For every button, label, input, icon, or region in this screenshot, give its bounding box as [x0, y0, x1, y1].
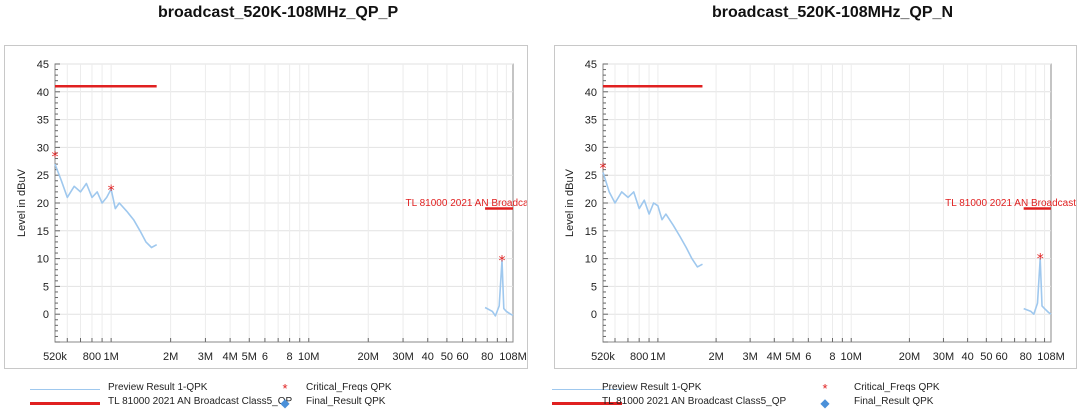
limit-annotation-0: TL 81000 2021 AN Broadcast Class5_QP: [945, 198, 1076, 209]
chart-panel-right: 0 5 10 15 20 25 30 35 40 45 520k 800 1M 2M 3M 4M 5M 6 8 10M…: [554, 45, 1077, 369]
x-tick-label-14: 60: [456, 351, 468, 363]
x-tick-label-1: 800: [630, 351, 648, 363]
legend-critical-label: Critical_Freqs QPK: [306, 382, 392, 393]
x-tick-label-16: 108M: [499, 351, 527, 363]
x-tick-label-13: 50: [441, 351, 453, 363]
chart-title-left: broadcast_520K-108MHz_QP_P: [158, 4, 399, 21]
x-tick-label-5: 4M: [767, 351, 782, 363]
critical-freq-marker-0: *: [600, 161, 607, 177]
x-tick-label-7: 6: [805, 351, 811, 363]
legend-preview-swatch: [30, 389, 100, 390]
legend-preview-swatch: [552, 389, 622, 390]
x-tick-label-11: 30M: [933, 351, 954, 363]
x-tick-label-14: 60: [996, 351, 1008, 363]
x-tick-label-15: 80: [481, 351, 493, 363]
y-tick-label-5: 25: [585, 170, 597, 182]
x-tick-label-2: 1M: [650, 351, 665, 363]
y-tick-label-6: 30: [37, 142, 49, 154]
x-tick-label-13: 50: [980, 351, 992, 363]
critical-freq-marker-2: *: [498, 254, 505, 270]
x-tick-label-0: 520k: [43, 351, 67, 363]
legend-limit-label: TL 81000 2021 AN Broadcast Class5_QP: [602, 396, 787, 407]
y-tick-label-0: 0: [591, 309, 597, 321]
legend-limit-label: TL 81000 2021 AN Broadcast Class5_QP: [108, 396, 293, 407]
y-tick-label-3: 15: [585, 226, 597, 238]
x-tick-label-3: 2M: [163, 351, 178, 363]
legend-critical-label: Critical_Freqs QPK: [854, 382, 940, 393]
preview-trace-segment-1: [484, 259, 514, 317]
legend-final-label: Final_Result QPK: [306, 396, 386, 407]
chart-title-right: broadcast_520K-108MHz_QP_N: [712, 4, 953, 21]
chart-svg-left: 0 5 10 15 20 25 30 35 40 45 520k 800 1M 2M 3M 4M 5M 6 8 10M…: [16, 59, 527, 368]
y-tick-label-2: 10: [37, 254, 49, 266]
x-tick-label-15: 80: [1020, 351, 1032, 363]
y-tick-label-4: 20: [585, 198, 597, 210]
y-tick-label-8: 40: [37, 87, 49, 99]
legend-star-icon: *: [822, 381, 828, 396]
x-tick-label-10: 20M: [899, 351, 920, 363]
x-tick-label-7: 6: [262, 351, 268, 363]
x-tick-label-4: 3M: [742, 351, 757, 363]
legend-limit-swatch: [30, 402, 100, 405]
critical-freq-marker-1: *: [108, 183, 115, 199]
y-tick-label-8: 40: [585, 87, 597, 99]
x-tick-label-9: 10M: [841, 351, 862, 363]
y-tick-label-2: 10: [585, 254, 597, 266]
y-tick-label-1: 5: [43, 281, 49, 293]
preview-trace-segment-1: [1023, 257, 1052, 315]
x-tick-label-12: 40: [422, 351, 434, 363]
x-tick-label-11: 30M: [392, 351, 413, 363]
x-tick-label-3: 2M: [708, 351, 723, 363]
limit-annotation-0: TL 81000 2021 AN Broadcast Class5_QP: [406, 198, 527, 209]
preview-trace-segment-0: [602, 172, 703, 268]
y-tick-label-0: 0: [43, 309, 49, 321]
y-tick-label-9: 45: [37, 59, 49, 71]
x-tick-label-0: 520k: [591, 351, 615, 363]
chart-panel-left: 0 5 10 15 20 25 30 35 40 45 520k 800 1M 2M 3M 4M 5M 6 8 10M…: [4, 45, 528, 369]
x-tick-label-6: 5M: [785, 351, 800, 363]
x-tick-label-2: 1M: [103, 351, 118, 363]
y-tick-label-4: 20: [37, 198, 49, 210]
x-tick-label-10: 20M: [358, 351, 379, 363]
y-axis-label: Level in dBuV: [564, 168, 576, 237]
critical-freq-marker-1: *: [1037, 251, 1044, 267]
x-tick-label-8: 8: [829, 351, 835, 363]
x-axis-label: Frequency in Hz: [244, 367, 324, 368]
y-axis-label: Level in dBuV: [16, 168, 28, 237]
x-axis-label: Frequency in Hz: [787, 367, 867, 368]
y-tick-label-9: 45: [585, 59, 597, 71]
y-tick-label-7: 35: [585, 115, 597, 127]
legend-final-label: Final_Result QPK: [854, 396, 934, 407]
y-tick-label-6: 30: [585, 142, 597, 154]
legend-diamond-icon: ◆: [280, 396, 290, 410]
y-tick-label-5: 25: [37, 170, 49, 182]
y-tick-label-7: 35: [37, 115, 49, 127]
x-tick-label-6: 5M: [242, 351, 257, 363]
y-tick-label-3: 15: [37, 226, 49, 238]
x-tick-label-9: 10M: [298, 351, 319, 363]
x-tick-label-5: 4M: [222, 351, 237, 363]
x-tick-label-4: 3M: [198, 351, 213, 363]
x-tick-label-12: 40: [961, 351, 973, 363]
legend-preview-label: Preview Result 1-QPK: [602, 382, 702, 393]
critical-freq-marker-0: *: [52, 150, 59, 166]
x-tick-label-16: 108M: [1037, 351, 1065, 363]
chart-svg-right: 0 5 10 15 20 25 30 35 40 45 520k 800 1M 2M 3M 4M 5M 6 8 10M…: [564, 59, 1076, 368]
legend-preview-label: Preview Result 1-QPK: [108, 382, 208, 393]
y-tick-label-1: 5: [591, 281, 597, 293]
legend-star-icon: *: [282, 381, 288, 396]
legend-limit-swatch: [552, 402, 622, 405]
preview-trace-segment-0: [54, 163, 158, 249]
legend-diamond-icon: ◆: [820, 396, 830, 410]
x-tick-label-8: 8: [287, 351, 293, 363]
x-tick-label-1: 800: [83, 351, 101, 363]
